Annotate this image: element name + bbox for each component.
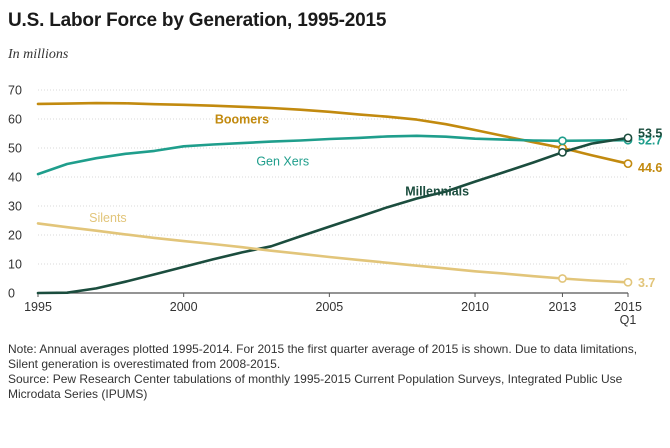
footnotes: Note: Annual averages plotted 1995-2014.… [8,342,663,402]
y-tick-label: 50 [8,142,22,156]
end-value-label: 52.7 [638,134,662,148]
data-point-marker [623,159,633,169]
data-point-marker [623,133,633,143]
x-tick-label: 2013 [549,300,577,314]
end-value-label: 53.5 [638,126,662,140]
source-text: Source: Pew Research Center tabulations … [8,372,623,401]
end-value-label: 44.6 [638,161,662,175]
x-tick-label: 2005 [315,300,343,314]
series-line-silents [36,222,630,284]
chart-title: U.S. Labor Force by Generation, 1995-201… [8,10,387,31]
y-tick-label: 20 [8,229,22,243]
series-lines [36,101,630,295]
data-point-marker [558,274,567,283]
y-axis-ticks: 0 10 20 30 40 50 60 70 [8,84,22,301]
line-chart: 0 10 20 30 40 50 60 70 1995 2000 2005 2010 2013 2015… [8,84,662,328]
y-tick-label: 30 [8,200,22,214]
series-line-gen-xers [36,134,630,176]
series-label: Boomers [215,112,269,126]
x-tick-label: 2010 [461,300,489,314]
x-tick-label: 2000 [170,300,198,314]
y-tick-label: 10 [8,258,22,272]
y-axis-unit-label: In millions [8,47,69,62]
series-label: Gen Xers [256,154,309,168]
series-markers [558,133,633,287]
x-tick-label: 2015 [614,300,642,314]
series-labels: Boomers 44.6 Gen Xers 52.7 Millennials 53.5 Si… [89,112,662,289]
x-tick-label: 1995 [24,300,52,314]
data-point-marker [558,147,567,157]
y-tick-label: 40 [8,171,22,185]
data-point-marker [623,277,633,287]
series-line-millennials [36,136,630,295]
y-tick-label: 0 [8,287,15,301]
data-point-marker [558,136,567,146]
x-tick-sublabel: Q1 [620,313,637,327]
gridlines [38,89,628,294]
y-tick-label: 60 [8,113,22,127]
series-label: Millennials [405,185,469,199]
note-text: Note: Annual averages plotted 1995-2014.… [8,342,638,371]
y-tick-label: 70 [8,84,22,98]
end-value-label: 3.7 [638,276,655,290]
series-label: Silents [89,211,127,225]
